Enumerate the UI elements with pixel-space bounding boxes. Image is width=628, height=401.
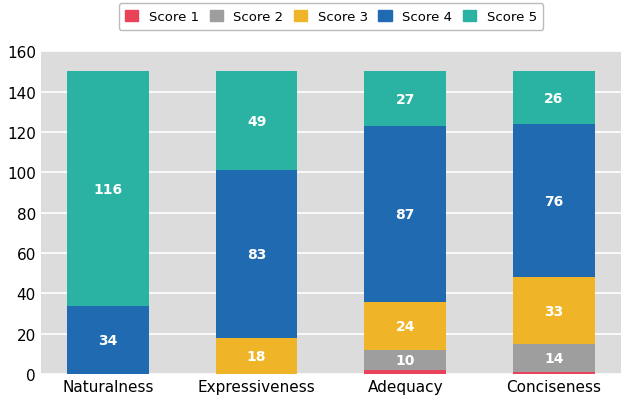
Text: 24: 24 — [396, 319, 415, 333]
Bar — [513, 372, 595, 374]
Text: 34: 34 — [99, 333, 117, 347]
Text: 27: 27 — [396, 93, 415, 106]
Bar — [513, 125, 595, 277]
Text: 18: 18 — [247, 349, 266, 363]
Bar — [513, 277, 595, 344]
Bar — [513, 344, 595, 372]
Legend: Score 1, Score 2, Score 3, Score 4, Score 5: Score 1, Score 2, Score 3, Score 4, Scor… — [119, 4, 543, 30]
Bar — [216, 171, 298, 338]
Bar — [364, 350, 446, 370]
Text: 33: 33 — [544, 304, 563, 318]
Text: 49: 49 — [247, 115, 266, 129]
Bar — [364, 370, 446, 374]
Bar — [364, 72, 446, 127]
Bar — [67, 306, 149, 374]
Bar — [216, 338, 298, 374]
Bar — [216, 72, 298, 171]
Text: 83: 83 — [247, 247, 266, 261]
Bar — [67, 72, 149, 306]
Text: 26: 26 — [544, 91, 563, 105]
Text: 76: 76 — [544, 194, 563, 208]
Text: 87: 87 — [396, 207, 415, 221]
Text: 14: 14 — [544, 351, 563, 365]
Text: 10: 10 — [396, 353, 415, 367]
Bar — [364, 127, 446, 302]
Bar — [364, 302, 446, 350]
Bar — [513, 72, 595, 125]
Text: 116: 116 — [94, 182, 122, 196]
